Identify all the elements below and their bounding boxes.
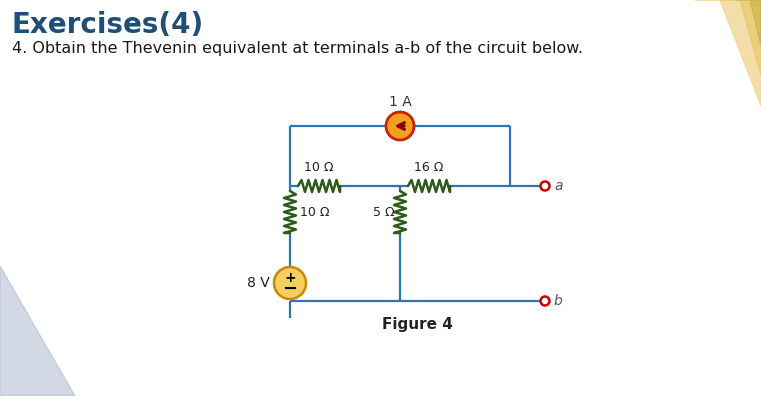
Text: +: + (284, 271, 296, 285)
Text: 10 Ω: 10 Ω (304, 161, 334, 174)
Text: 1 A: 1 A (389, 95, 412, 109)
Text: 5 Ω: 5 Ω (374, 206, 395, 219)
Text: Exercises(4): Exercises(4) (12, 11, 204, 39)
Circle shape (540, 297, 549, 305)
Text: 4. Obtain the Thevenin equivalent at terminals a-b of the circuit below.: 4. Obtain the Thevenin equivalent at ter… (12, 41, 583, 56)
Circle shape (274, 267, 306, 299)
Polygon shape (695, 0, 761, 106)
Text: Figure 4: Figure 4 (382, 317, 453, 332)
Text: 16 Ω: 16 Ω (414, 161, 444, 174)
Text: 8 V: 8 V (247, 276, 270, 290)
Polygon shape (0, 266, 75, 396)
Polygon shape (735, 0, 761, 46)
Polygon shape (720, 0, 761, 76)
Text: a: a (554, 179, 562, 193)
Circle shape (540, 181, 549, 190)
Text: 10 Ω: 10 Ω (300, 206, 330, 219)
Text: b: b (554, 294, 562, 308)
Circle shape (386, 112, 414, 140)
Text: −: − (282, 280, 298, 298)
